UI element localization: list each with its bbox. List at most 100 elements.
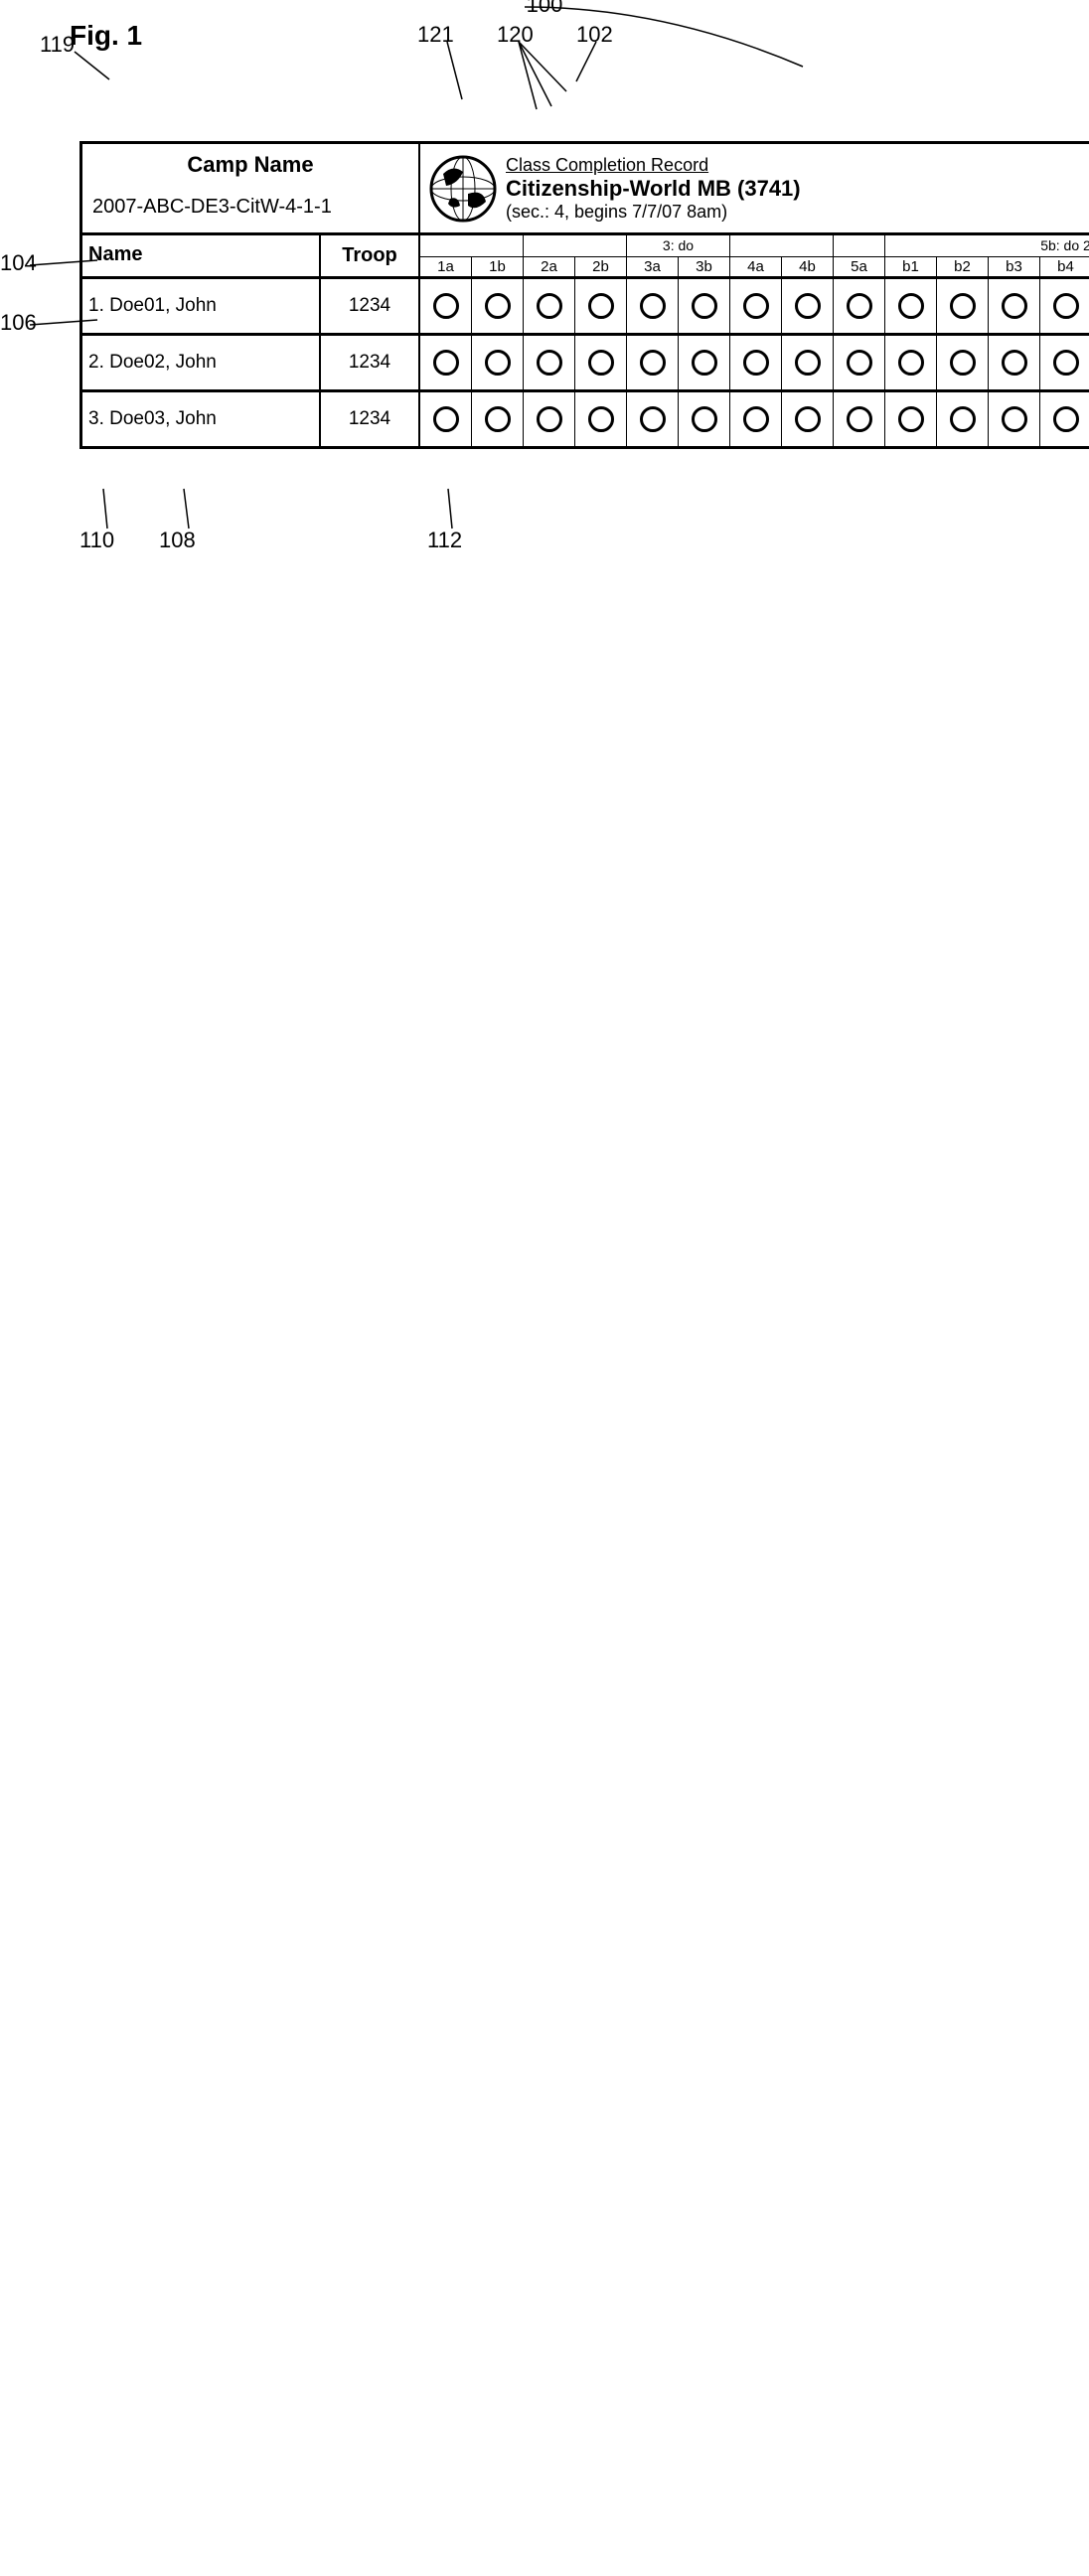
col-header-name: Name — [82, 235, 321, 276]
completion-circle-icon[interactable] — [433, 406, 459, 432]
req-group-header — [834, 235, 885, 256]
requirement-cell[interactable] — [627, 336, 679, 389]
class-completion-record-label: Class Completion Record — [506, 155, 801, 176]
req-header-cell: 5a — [834, 257, 885, 276]
completion-circle-icon[interactable] — [640, 406, 666, 432]
requirement-cell[interactable] — [1040, 279, 1089, 333]
requirement-cell[interactable] — [472, 279, 524, 333]
requirement-cell[interactable] — [730, 336, 782, 389]
requirement-cell[interactable] — [679, 336, 730, 389]
requirement-cell[interactable] — [834, 392, 885, 446]
requirement-cell[interactable] — [989, 392, 1040, 446]
requirement-cell[interactable] — [989, 336, 1040, 389]
troop-number: 1234 — [321, 392, 420, 446]
requirement-cell[interactable] — [627, 279, 679, 333]
completion-circle-icon[interactable] — [692, 406, 717, 432]
completion-circle-icon[interactable] — [1053, 293, 1079, 319]
completion-circle-icon[interactable] — [847, 350, 872, 376]
callout-108: 108 — [159, 528, 196, 553]
completion-circle-icon[interactable] — [588, 350, 614, 376]
requirement-cell[interactable] — [730, 392, 782, 446]
completion-circle-icon[interactable] — [795, 406, 821, 432]
callout-110: 110 — [79, 528, 114, 553]
req-header-cell: 3b — [679, 257, 730, 276]
completion-circle-icon[interactable] — [743, 406, 769, 432]
requirement-cell[interactable] — [472, 336, 524, 389]
requirement-cell[interactable] — [420, 336, 472, 389]
requirement-cell[interactable] — [1040, 336, 1089, 389]
requirement-cells — [420, 336, 1089, 389]
requirement-cell[interactable] — [420, 279, 472, 333]
completion-circle-icon[interactable] — [795, 293, 821, 319]
troop-number: 1234 — [321, 279, 420, 333]
completion-circle-icon[interactable] — [640, 293, 666, 319]
requirement-cell[interactable] — [420, 392, 472, 446]
requirement-cell[interactable] — [575, 392, 627, 446]
completion-circle-icon[interactable] — [485, 293, 511, 319]
requirement-cell[interactable] — [730, 279, 782, 333]
completion-circle-icon[interactable] — [898, 350, 924, 376]
requirement-cell[interactable] — [472, 392, 524, 446]
requirement-cell[interactable] — [782, 279, 834, 333]
callout-119: 119 — [40, 32, 75, 58]
section-info: (sec.: 4, begins 7/7/07 8am) — [506, 202, 801, 223]
completion-circle-icon[interactable] — [640, 350, 666, 376]
completion-circle-icon[interactable] — [588, 293, 614, 319]
completion-circle-icon[interactable] — [950, 293, 976, 319]
requirement-cell[interactable] — [524, 392, 575, 446]
completion-circle-icon[interactable] — [898, 293, 924, 319]
merit-badge-name: Citizenship-World MB (3741) — [506, 176, 801, 202]
requirement-cell[interactable] — [524, 279, 575, 333]
completion-circle-icon[interactable] — [537, 406, 562, 432]
requirement-cell[interactable] — [989, 279, 1040, 333]
requirement-cell[interactable] — [885, 336, 937, 389]
completion-circle-icon[interactable] — [1002, 406, 1027, 432]
requirement-cell[interactable] — [937, 279, 989, 333]
req-group-header — [420, 235, 524, 256]
completion-circle-icon[interactable] — [1002, 293, 1027, 319]
scout-name: 3. Doe03, John — [82, 392, 321, 446]
requirement-cell[interactable] — [834, 336, 885, 389]
requirement-cell[interactable] — [679, 392, 730, 446]
completion-circle-icon[interactable] — [588, 406, 614, 432]
completion-circle-icon[interactable] — [692, 293, 717, 319]
requirement-cell[interactable] — [524, 336, 575, 389]
req-header-cell: b2 — [937, 257, 989, 276]
completion-circle-icon[interactable] — [692, 350, 717, 376]
requirement-cell[interactable] — [575, 279, 627, 333]
requirement-cell[interactable] — [575, 336, 627, 389]
completion-circle-icon[interactable] — [485, 406, 511, 432]
completion-circle-icon[interactable] — [485, 350, 511, 376]
completion-circle-icon[interactable] — [743, 350, 769, 376]
header-row: Camp Name 2007-ABC-DE3-CitW-4-1-1 Class … — [82, 144, 1089, 235]
completion-circle-icon[interactable] — [537, 350, 562, 376]
callout-102: 102 — [576, 22, 613, 48]
completion-circle-icon[interactable] — [847, 406, 872, 432]
requirement-cell[interactable] — [627, 392, 679, 446]
completion-circle-icon[interactable] — [898, 406, 924, 432]
completion-circle-icon[interactable] — [743, 293, 769, 319]
completion-circle-icon[interactable] — [433, 293, 459, 319]
completion-circle-icon[interactable] — [1002, 350, 1027, 376]
requirement-cell[interactable] — [679, 279, 730, 333]
requirement-cell[interactable] — [885, 392, 937, 446]
requirement-cell[interactable] — [937, 336, 989, 389]
req-header-cell: 4a — [730, 257, 782, 276]
completion-circle-icon[interactable] — [1053, 406, 1079, 432]
requirement-cell[interactable] — [834, 279, 885, 333]
completion-circle-icon[interactable] — [537, 293, 562, 319]
completion-circle-icon[interactable] — [795, 350, 821, 376]
completion-circle-icon[interactable] — [950, 406, 976, 432]
completion-circle-icon[interactable] — [1053, 350, 1079, 376]
camp-name-label: Camp Name — [92, 152, 408, 178]
requirement-cell[interactable] — [937, 392, 989, 446]
req-header-cell: b4 — [1040, 257, 1089, 276]
requirement-cell[interactable] — [782, 336, 834, 389]
completion-circle-icon[interactable] — [847, 293, 872, 319]
requirement-cell[interactable] — [1040, 392, 1089, 446]
completion-circle-icon[interactable] — [950, 350, 976, 376]
header-camp: Camp Name 2007-ABC-DE3-CitW-4-1-1 — [82, 144, 420, 232]
requirement-cell[interactable] — [885, 279, 937, 333]
completion-circle-icon[interactable] — [433, 350, 459, 376]
requirement-cell[interactable] — [782, 392, 834, 446]
